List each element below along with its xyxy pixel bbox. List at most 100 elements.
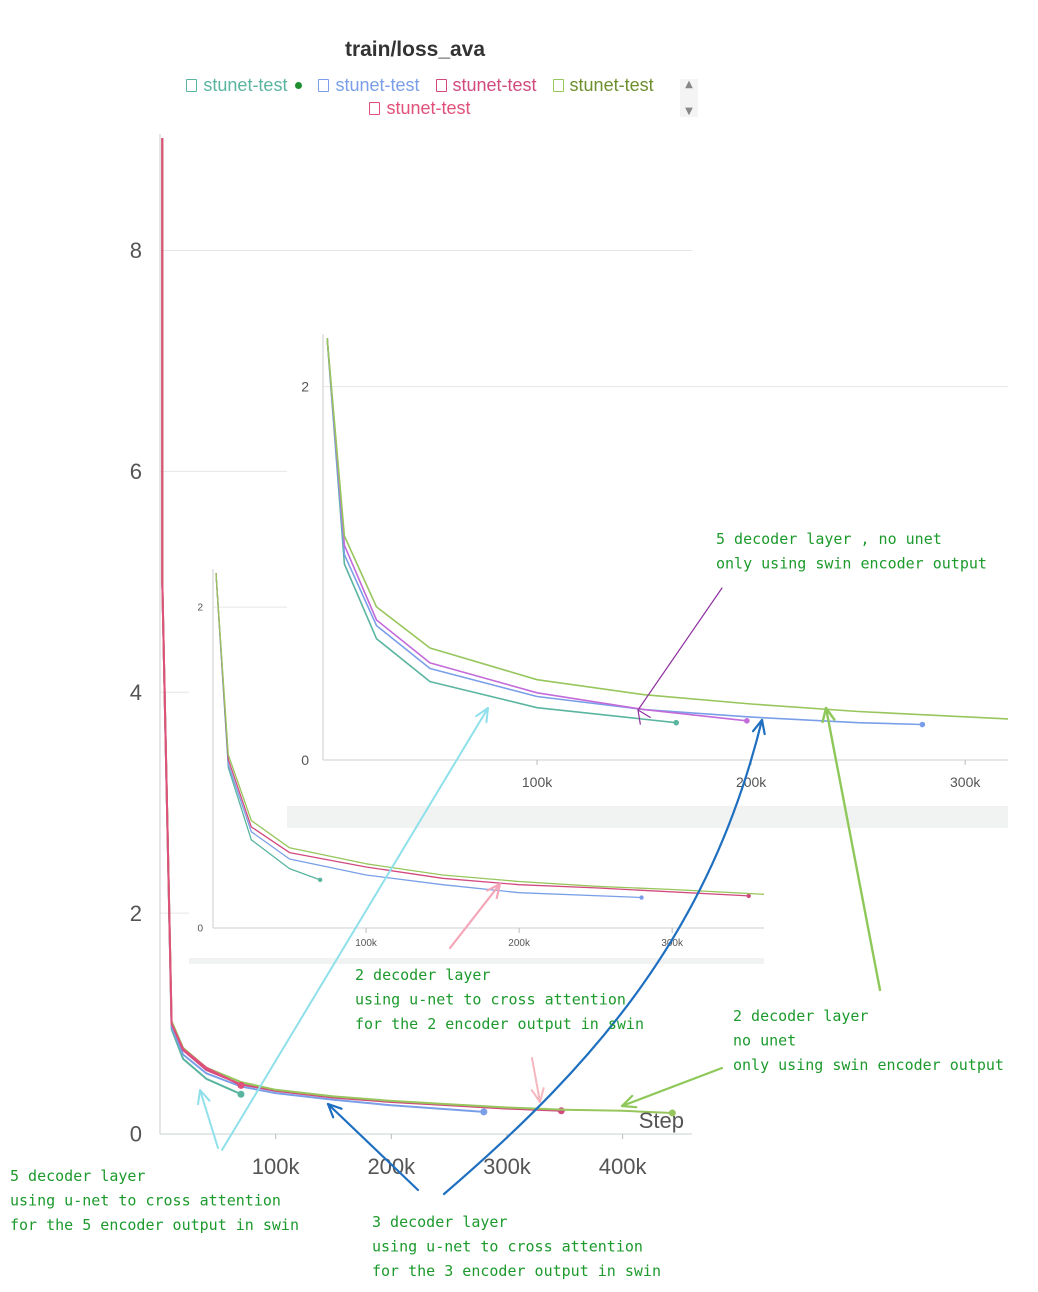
annotation-note-1: 5 decoder layer , no unet only using swin… xyxy=(716,530,987,573)
annotation-line: 2 decoder layer xyxy=(733,1007,868,1025)
active-dot-icon xyxy=(295,82,303,89)
y-tick-label: 0 xyxy=(130,1122,142,1147)
legend-swatch-icon xyxy=(186,79,198,92)
legend-swatch-icon xyxy=(552,79,564,92)
scroll-down-icon[interactable]: ▼ xyxy=(685,106,693,117)
scroll-up-icon[interactable]: ▲ xyxy=(685,79,693,90)
arrow-shaft xyxy=(442,718,764,1196)
legend-label: stunet-test xyxy=(203,75,288,95)
arrow-shaft xyxy=(221,707,489,1151)
series-line-4 xyxy=(326,338,1009,720)
series-line-5 xyxy=(161,138,242,1087)
y-tick-label: 0 xyxy=(301,752,309,768)
annotation-line: for the 3 encoder output in swin xyxy=(372,1262,661,1280)
annotation-line: 5 decoder layer , no unet xyxy=(716,530,942,548)
annotation-line: for the 5 encoder output in swin xyxy=(10,1216,299,1234)
annotation-line: using u-net to cross attention xyxy=(372,1238,643,1256)
legend-swatch-icon xyxy=(369,102,381,115)
legend-swatch-icon xyxy=(318,79,330,92)
annotation-arrow-7 xyxy=(442,718,766,1196)
x-tick-label: 100k xyxy=(522,774,553,790)
series-end-point-3 xyxy=(746,893,751,899)
arrow-shaft xyxy=(620,1066,724,1108)
arrow-shaft xyxy=(448,882,502,950)
legend-entry-5[interactable]: stunet-test xyxy=(369,98,471,119)
x-tick-label: 200k xyxy=(367,1154,416,1179)
arrow-head-icon xyxy=(751,718,766,736)
series-end-point-2 xyxy=(919,721,926,728)
series-end-point-3 xyxy=(744,718,750,724)
legend: stunet-test stunet-test stunet-test stun… xyxy=(140,74,700,122)
legend-scroller[interactable]: ▲ ▼ xyxy=(680,79,698,117)
series-end-point-1 xyxy=(673,719,680,726)
legend-label: stunet-test xyxy=(569,75,654,95)
y-tick-label: 8 xyxy=(130,238,142,263)
y-tick-label: 2 xyxy=(301,379,309,395)
annotation-line: no unet xyxy=(733,1032,796,1050)
series-line-4 xyxy=(215,573,765,895)
legend-entry-4[interactable]: stunet-test xyxy=(552,75,654,96)
legend-entry-3[interactable]: stunet-test xyxy=(435,75,537,96)
annotation-arrow-2 xyxy=(448,882,502,950)
annotation-arrow-5 xyxy=(221,707,489,1151)
arrow-head-icon xyxy=(486,882,502,900)
chart-panel-1: 0 2 100k 200k 300k xyxy=(287,332,1009,828)
annotation-note-5: 3 decoder layer using u-net to cross atte… xyxy=(372,1213,661,1280)
annotation-line: 2 decoder layer xyxy=(355,966,490,984)
arrow-head-icon xyxy=(620,1094,638,1109)
arrow-shaft xyxy=(637,587,723,711)
annotation-line: using u-net to cross attention xyxy=(355,991,626,1009)
y-tick-label: 4 xyxy=(130,680,142,705)
y-tick-label: 2 xyxy=(130,901,142,926)
arrow-shaft xyxy=(531,1057,541,1103)
series-end-point-1 xyxy=(317,877,323,883)
annotation-line: 5 decoder layer xyxy=(10,1167,145,1185)
arrow-shaft xyxy=(199,1089,219,1149)
arrow-shaft xyxy=(326,1102,420,1192)
x-tick-label: 200k xyxy=(508,938,531,949)
arrow-head-icon xyxy=(475,707,489,724)
x-tick-label: 400k xyxy=(599,1154,648,1179)
annotation-note-2: 2 decoder layer using u-net to cross atte… xyxy=(355,966,644,1033)
annotation-arrow-3 xyxy=(821,706,882,992)
annotation-arrow-9 xyxy=(530,1057,545,1103)
annotation-line: 3 decoder layer xyxy=(372,1213,507,1231)
legend-label: stunet-test xyxy=(335,75,420,95)
x-tick-label: 200k xyxy=(736,774,767,790)
series-end-point-4 xyxy=(668,1109,676,1117)
legend-swatch-icon xyxy=(435,79,447,92)
annotation-arrow-8 xyxy=(326,1102,420,1192)
x-tick-label: 300k xyxy=(483,1154,532,1179)
y-tick-label: 6 xyxy=(130,459,142,484)
annotation-arrow-1 xyxy=(637,587,723,725)
chart-title: train/loss_ava xyxy=(344,38,486,61)
legend-row-1: stunet-test stunet-test stunet-test stun… xyxy=(140,74,700,97)
x-axis-label: Step xyxy=(639,1108,684,1133)
arrow-shaft xyxy=(824,706,882,992)
annotation-line: only using swin encoder output xyxy=(733,1056,1004,1074)
annotation-note-4: 5 decoder layer using u-net to cross atte… xyxy=(10,1167,299,1234)
arrow-head-icon xyxy=(637,709,651,725)
series-end-point-2 xyxy=(480,1108,488,1116)
y-tick-label: 0 xyxy=(197,924,203,935)
arrow-head-icon xyxy=(326,1102,343,1119)
annotation-note-3: 2 decoder layer no unet only using swin en… xyxy=(733,1007,1004,1074)
panel-footer-band xyxy=(287,806,1008,828)
panel-footer-band xyxy=(189,958,764,964)
x-tick-label: 300k xyxy=(661,938,684,949)
arrow-head-icon xyxy=(821,706,836,724)
annotation-arrow-4 xyxy=(620,1066,724,1109)
legend-entry-1[interactable]: stunet-test xyxy=(186,75,303,96)
series-end-point-2 xyxy=(639,895,644,900)
annotation-line: only using swin encoder output xyxy=(716,555,987,573)
legend-entry-2[interactable]: stunet-test xyxy=(318,75,420,96)
y-tick-label: 2 xyxy=(197,603,203,614)
arrow-head-icon xyxy=(197,1089,211,1106)
annotation-line: using u-net to cross attention xyxy=(10,1192,281,1210)
series-end-point-1 xyxy=(237,1090,245,1098)
legend-row-2: stunet-test xyxy=(140,97,700,120)
legend-label: stunet-test xyxy=(386,98,471,118)
arrow-head-icon xyxy=(530,1087,545,1103)
panel-background xyxy=(287,332,1008,822)
